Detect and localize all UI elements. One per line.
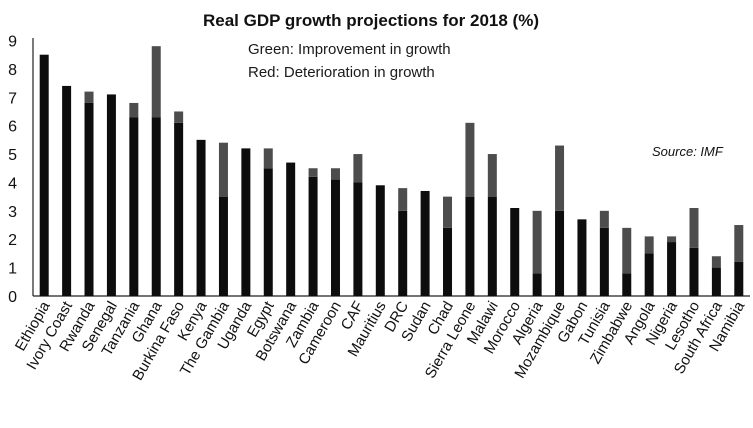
bar-change (599, 210, 609, 228)
y-tick-labels: 0 1 2 3 4 5 6 7 8 9 (8, 34, 17, 307)
bar-base (689, 247, 699, 296)
bar-base (106, 94, 116, 296)
legend-text-improvement: : Improvement in growth (290, 41, 451, 58)
y-tick-label: 6 (8, 119, 17, 136)
bar-base (62, 85, 72, 296)
bars (39, 46, 744, 297)
bar-base (555, 210, 565, 296)
bar-base (151, 117, 161, 297)
bar-change (689, 207, 699, 248)
bar-base (84, 102, 94, 296)
y-tick-label: 2 (8, 232, 17, 249)
bar-base (532, 273, 542, 296)
y-tick-label: 0 (8, 289, 17, 306)
bar-base (465, 196, 475, 296)
y-tick-label: 9 (8, 34, 17, 51)
legend-text-deterioration: : Deterioration in growth (276, 64, 435, 81)
bar-base (39, 54, 49, 296)
bar-base (330, 179, 340, 296)
y-tick-label: 7 (8, 90, 17, 107)
bar-base (420, 190, 430, 296)
legend-entry-improvement: Green: Improvement in growth (248, 41, 451, 58)
bar-base (398, 210, 408, 296)
y-tick-label: 8 (8, 62, 17, 79)
bar-base (510, 207, 520, 296)
bar-base (734, 261, 744, 296)
bar-base (353, 182, 363, 296)
legend-key-green: Green (248, 41, 290, 58)
bar-change (129, 102, 139, 118)
source-note: Source: IMF (652, 144, 724, 159)
bar-base (263, 168, 273, 296)
bar-base (443, 227, 453, 296)
bar-change (218, 142, 228, 197)
bar-change (443, 196, 453, 228)
y-tick-label: 5 (8, 147, 17, 164)
bar-change (711, 256, 721, 268)
y-tick-label: 1 (8, 261, 17, 278)
bar-change (84, 91, 94, 103)
bar-change (622, 227, 632, 274)
bar-base (667, 242, 677, 296)
bar-change (308, 168, 318, 177)
bar-change (734, 225, 744, 262)
bar-base (308, 176, 318, 296)
bar-base (241, 148, 251, 296)
bar-base (622, 273, 632, 296)
bar-base (218, 196, 228, 296)
bar-base (577, 219, 587, 296)
y-tick-label: 3 (8, 204, 17, 221)
bar-change (398, 188, 408, 211)
bar-change (532, 210, 542, 274)
bar-base (375, 185, 385, 296)
bar-change (465, 122, 475, 197)
legend-entry-deterioration: Red: Deterioration in growth (248, 64, 435, 81)
bar-base (599, 227, 609, 296)
bar-change (353, 154, 363, 183)
bar-base (487, 196, 497, 296)
bar-change (555, 145, 565, 211)
legend: Green: Improvement in growth Red: Deteri… (248, 41, 451, 81)
legend-key-red: Red (248, 64, 276, 81)
bar-change (667, 236, 677, 243)
bar-base (129, 117, 139, 297)
bar-change (151, 46, 161, 118)
bar-change (644, 236, 654, 254)
bar-change (487, 154, 497, 197)
bar-base (644, 253, 654, 296)
bar-change (330, 168, 340, 180)
chart-title: Real GDP growth projections for 2018 (%) (203, 11, 539, 30)
bar-change (263, 148, 273, 169)
bar-base (286, 162, 296, 296)
bar-base (174, 122, 184, 296)
bar-change (174, 111, 184, 123)
bar-base (196, 139, 206, 296)
bar-base (711, 267, 721, 296)
y-tick-label: 4 (8, 175, 17, 192)
